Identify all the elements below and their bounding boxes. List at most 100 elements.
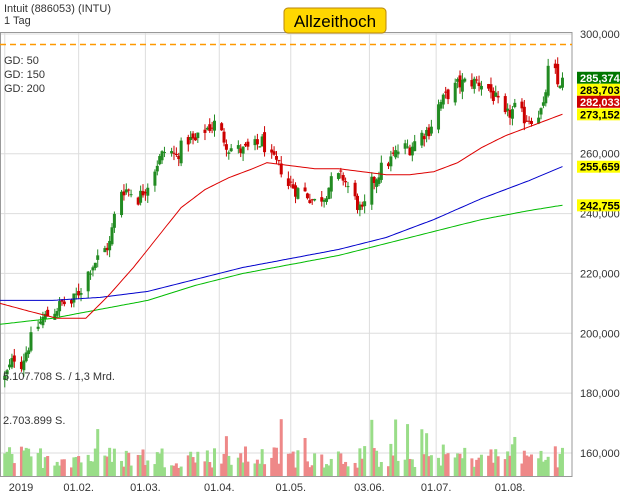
candle-body <box>510 109 514 119</box>
candle-body <box>89 273 93 275</box>
candle-body <box>477 82 481 87</box>
candle-body <box>391 152 395 154</box>
candle-body <box>143 191 147 194</box>
volume-bar <box>525 455 529 476</box>
volume-bar <box>313 453 317 476</box>
candle-body <box>74 293 78 295</box>
grid <box>0 32 573 477</box>
candle-body <box>558 85 562 89</box>
volume-bar <box>24 447 28 476</box>
candle-body <box>208 124 212 131</box>
candle-body <box>60 299 64 302</box>
volume-bar <box>529 454 533 476</box>
candles <box>3 57 564 388</box>
candle-body <box>153 171 157 186</box>
candle-body <box>122 191 126 196</box>
candle-body <box>446 89 450 100</box>
candle-body <box>70 300 73 304</box>
candle-body <box>213 120 216 131</box>
volume-bar <box>210 467 214 476</box>
volume-bar <box>203 461 207 476</box>
volume-bar <box>422 454 426 476</box>
candle-body <box>24 352 28 362</box>
candle-body <box>406 146 410 148</box>
volume-bar <box>289 453 293 476</box>
candle-body <box>108 240 112 251</box>
volume-bar <box>222 453 226 476</box>
volume-bar <box>179 466 183 476</box>
candle-body <box>96 255 100 260</box>
volume-bar <box>270 457 274 476</box>
candle-body <box>46 309 50 317</box>
candle-body <box>460 79 464 92</box>
candle-body <box>475 79 479 81</box>
candle-body <box>389 156 393 167</box>
candle-body <box>136 197 140 205</box>
y-tick-label: 300,000 <box>580 29 620 41</box>
candle-body <box>336 173 340 179</box>
candle-body <box>179 140 183 164</box>
candle-body <box>372 177 376 184</box>
price-tag-box <box>577 160 620 173</box>
volume-bar <box>487 455 491 476</box>
candle-body <box>491 90 495 101</box>
volume-bar <box>539 450 543 476</box>
candle-body <box>177 155 181 160</box>
volume-bar <box>308 467 312 476</box>
volume-bar <box>389 443 393 476</box>
volume-bar <box>305 461 309 476</box>
volume-bar <box>79 462 83 476</box>
candle-body <box>529 120 533 124</box>
volume-bar <box>372 448 376 476</box>
volume-bar <box>122 466 126 476</box>
volume-bar <box>522 450 526 476</box>
candle-body <box>487 84 491 89</box>
candle-body <box>472 78 476 89</box>
candle-body <box>305 193 309 199</box>
volume-bar <box>403 459 407 476</box>
candle-body <box>22 360 26 371</box>
volume-bar <box>246 461 250 476</box>
volume-bar <box>410 459 414 476</box>
volume-bar <box>127 452 131 476</box>
candle-body <box>239 148 243 153</box>
x-tick-label: 01.03. <box>130 482 161 494</box>
price-tag-box <box>577 199 620 212</box>
candle-body <box>456 79 460 82</box>
legend-ma50: GD: 50 <box>4 55 39 67</box>
volume-bar <box>77 456 81 476</box>
volume-bar <box>327 465 331 476</box>
candle-body <box>441 94 445 105</box>
volume-bar <box>294 467 298 476</box>
candle-body <box>556 63 560 85</box>
candle-body <box>139 190 143 203</box>
volume-bar <box>358 448 362 476</box>
volume-bar <box>458 453 462 476</box>
volume-bar <box>537 458 541 476</box>
candle-body <box>103 248 107 253</box>
legend-ma150: GD: 150 <box>4 69 45 81</box>
candle-body <box>403 143 407 149</box>
volume-bar <box>408 458 412 476</box>
volume-bar <box>303 437 307 476</box>
candle-body <box>12 355 16 362</box>
candle-body <box>496 95 500 98</box>
timeframe-label: 1 Tag <box>4 15 31 27</box>
volume-bar <box>477 457 481 476</box>
candle-body <box>43 313 47 320</box>
candle-body <box>444 91 448 93</box>
volume-bars <box>3 419 564 476</box>
volume-bar <box>341 463 345 476</box>
ma50-line <box>0 113 563 319</box>
volume-bar <box>141 449 145 476</box>
volume-bar <box>360 458 364 476</box>
volume-bar <box>413 467 417 476</box>
volume-bar <box>124 450 128 476</box>
price-tag-value: 285,374 <box>580 73 620 85</box>
volume-bar <box>527 456 531 476</box>
candle-body <box>420 132 424 146</box>
candle-body <box>189 136 193 141</box>
volume-bar <box>146 460 150 476</box>
volume-bar <box>174 463 178 476</box>
